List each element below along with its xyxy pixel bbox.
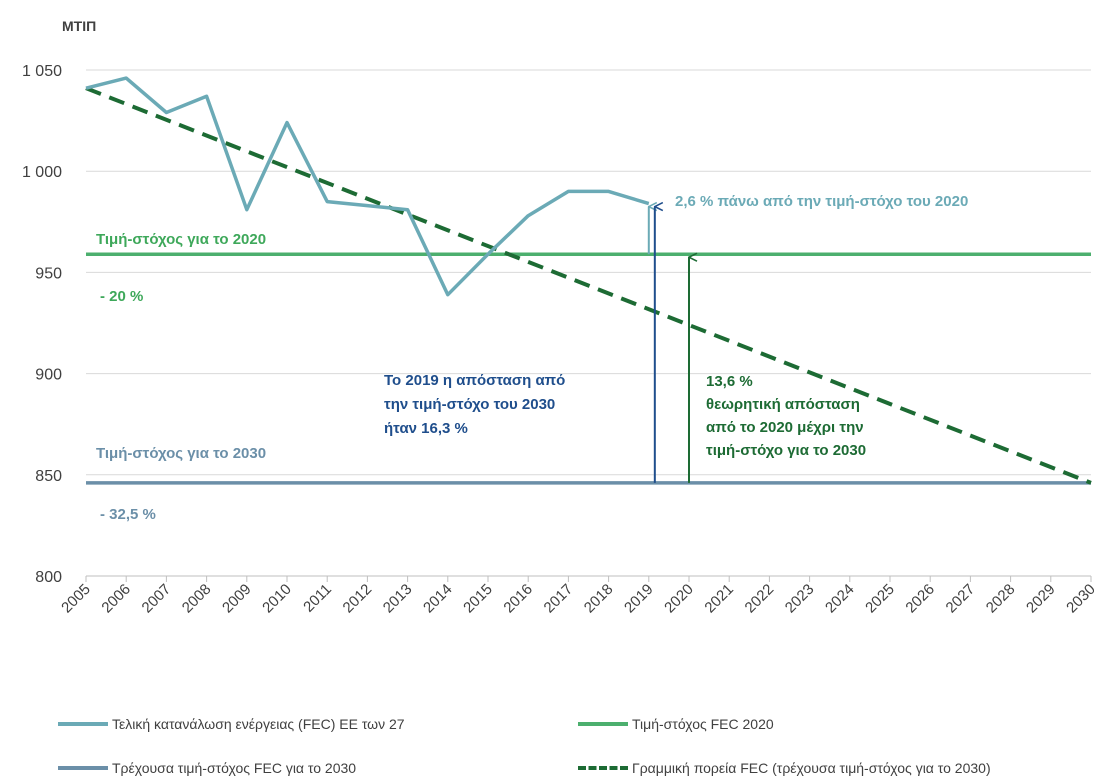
x-tick-label: 2013 bbox=[380, 581, 416, 617]
y-tick-label: 950 bbox=[35, 265, 62, 282]
legend-item-fec: Τελική κατανάλωση ενέργειας (FEC) ΕΕ των… bbox=[58, 716, 405, 732]
legend-swatch-target-2020 bbox=[578, 722, 628, 726]
y-tick-label: 1 050 bbox=[22, 63, 62, 80]
x-tick-label: 2010 bbox=[259, 581, 295, 617]
x-tick-label: 2023 bbox=[782, 581, 818, 617]
x-tick-label: 2029 bbox=[1023, 581, 1059, 617]
x-tick-label: 2014 bbox=[420, 581, 456, 617]
x-tick-label: 2015 bbox=[460, 581, 496, 617]
y-tick-label: 1 000 bbox=[22, 164, 62, 181]
x-tick-label: 2027 bbox=[943, 581, 979, 617]
legend-item-linear-path: Γραμμική πορεία FEC (τρέχουσα τιμή-στόχο… bbox=[578, 760, 991, 776]
legend-label-target-2030: Τρέχουσα τιμή-στόχος FEC για το 2030 bbox=[112, 760, 357, 776]
legend-item-target-2020: Τιμή-στόχος FEC 2020 bbox=[578, 716, 774, 732]
legend-label-linear-path: Γραμμική πορεία FEC (τρέχουσα τιμή-στόχο… bbox=[632, 760, 991, 776]
x-tick-label: 2007 bbox=[139, 581, 175, 617]
target-2030-pct: - 32,5 % bbox=[100, 506, 156, 523]
target-2020-pct: - 20 % bbox=[100, 288, 143, 305]
gap-2019-annotation-line: την τιμή-στόχο του 2030 bbox=[384, 396, 555, 413]
legend-swatch-fec bbox=[58, 722, 108, 726]
gap-2020-annotation-line: από το 2020 μέχρι την bbox=[706, 419, 864, 436]
series-line-0 bbox=[85, 76, 650, 297]
x-tick-label: 2017 bbox=[541, 581, 577, 617]
x-tick-label: 2021 bbox=[701, 581, 737, 617]
y-tick-label: 800 bbox=[35, 569, 62, 586]
legend-label-target-2020: Τιμή-στόχος FEC 2020 bbox=[632, 716, 774, 732]
gap-2020-annotation-line: 13,6 % bbox=[706, 373, 753, 390]
x-tick-label: 2030 bbox=[1063, 581, 1094, 617]
gap-2020-annotation-line: θεωρητική απόσταση bbox=[706, 396, 860, 413]
legend-swatch-target-2030 bbox=[58, 766, 108, 770]
x-tick-label: 2026 bbox=[902, 581, 938, 617]
x-tick-label: 2018 bbox=[581, 581, 617, 617]
legend-item-target-2030: Τρέχουσα τιμή-στόχος FEC για το 2030 bbox=[58, 760, 356, 776]
y-unit-label: ΜΤΙΠ bbox=[62, 18, 96, 34]
target-2030-label: Τιμή-στόχος για το 2030 bbox=[96, 445, 266, 462]
gap-2019-annotation-line: Το 2019 η απόσταση από bbox=[384, 372, 565, 389]
x-tick-label: 2005 bbox=[58, 581, 94, 617]
x-tick-label: 2011 bbox=[300, 581, 335, 616]
x-tick-label: 2025 bbox=[862, 581, 898, 617]
x-tick-label: 2008 bbox=[179, 581, 215, 617]
gap-2020-annotation-line: τιμή-στόχο για το 2030 bbox=[706, 442, 866, 459]
y-tick-label: 900 bbox=[35, 367, 62, 384]
x-tick-label: 2006 bbox=[98, 581, 134, 617]
x-tick-label: 2024 bbox=[822, 581, 858, 617]
y-tick-label: 850 bbox=[35, 468, 62, 485]
gap-2019-annotation-line: ήταν 16,3 % bbox=[384, 420, 468, 437]
above-2020-annotation: 2,6 % πάνω από την τιμή-στόχο του 2020 bbox=[675, 193, 968, 210]
x-tick-label: 2028 bbox=[983, 581, 1019, 617]
x-tick-label: 2022 bbox=[742, 581, 778, 617]
x-tick-label: 2009 bbox=[219, 581, 255, 617]
target-2020-label: Τιμή-στόχος για το 2020 bbox=[96, 231, 266, 248]
x-tick-label: 2020 bbox=[661, 581, 697, 617]
legend-swatch-linear-path bbox=[578, 766, 628, 770]
legend-label-fec: Τελική κατανάλωση ενέργειας (FEC) ΕΕ των… bbox=[112, 716, 405, 732]
series-line-3 bbox=[85, 86, 1092, 485]
x-tick-label: 2012 bbox=[340, 581, 376, 617]
x-tick-label: 2016 bbox=[500, 581, 536, 617]
x-tick-label: 2019 bbox=[621, 581, 657, 617]
